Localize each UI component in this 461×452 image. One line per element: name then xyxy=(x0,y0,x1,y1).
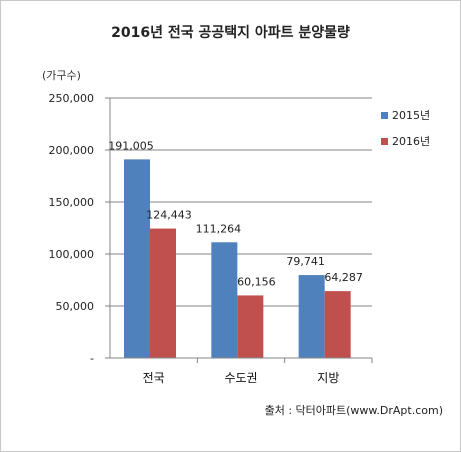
chart-title: 2016년 전국 공공택지 아파트 분양물량 xyxy=(111,25,350,41)
data-label: 79,741 xyxy=(286,255,325,268)
data-label: 124,443 xyxy=(146,209,192,222)
data-label: 111,264 xyxy=(196,222,242,235)
data-label: 64,287 xyxy=(324,271,363,284)
legend-swatch xyxy=(381,112,388,119)
bar xyxy=(298,275,325,358)
y-tick-label: 200,000 xyxy=(49,144,95,157)
y-axis-unit: (가구수) xyxy=(42,69,81,82)
y-tick-label: - xyxy=(90,352,94,365)
bar xyxy=(237,295,264,358)
bar xyxy=(124,159,150,358)
legend-swatch xyxy=(381,138,388,145)
legend-label: 2015년 xyxy=(392,109,430,122)
bar xyxy=(324,291,351,358)
x-category-label: 수도권 xyxy=(224,371,257,385)
bar xyxy=(211,242,238,358)
source-note: 출처 : 닥터아파트(www.DrApt.com) xyxy=(264,404,443,417)
data-label: 60,156 xyxy=(237,275,276,288)
y-tick-label: 150,000 xyxy=(49,196,95,209)
y-tick-label: 250,000 xyxy=(49,92,95,105)
y-tick-label: 100,000 xyxy=(49,248,95,261)
bar xyxy=(150,228,176,358)
y-tick-label: 50,000 xyxy=(56,300,95,313)
data-label: 191,005 xyxy=(108,139,154,152)
legend-label: 2016년 xyxy=(392,135,430,148)
x-category-label: 지방 xyxy=(317,371,339,385)
x-category-label: 전국 xyxy=(143,371,165,385)
